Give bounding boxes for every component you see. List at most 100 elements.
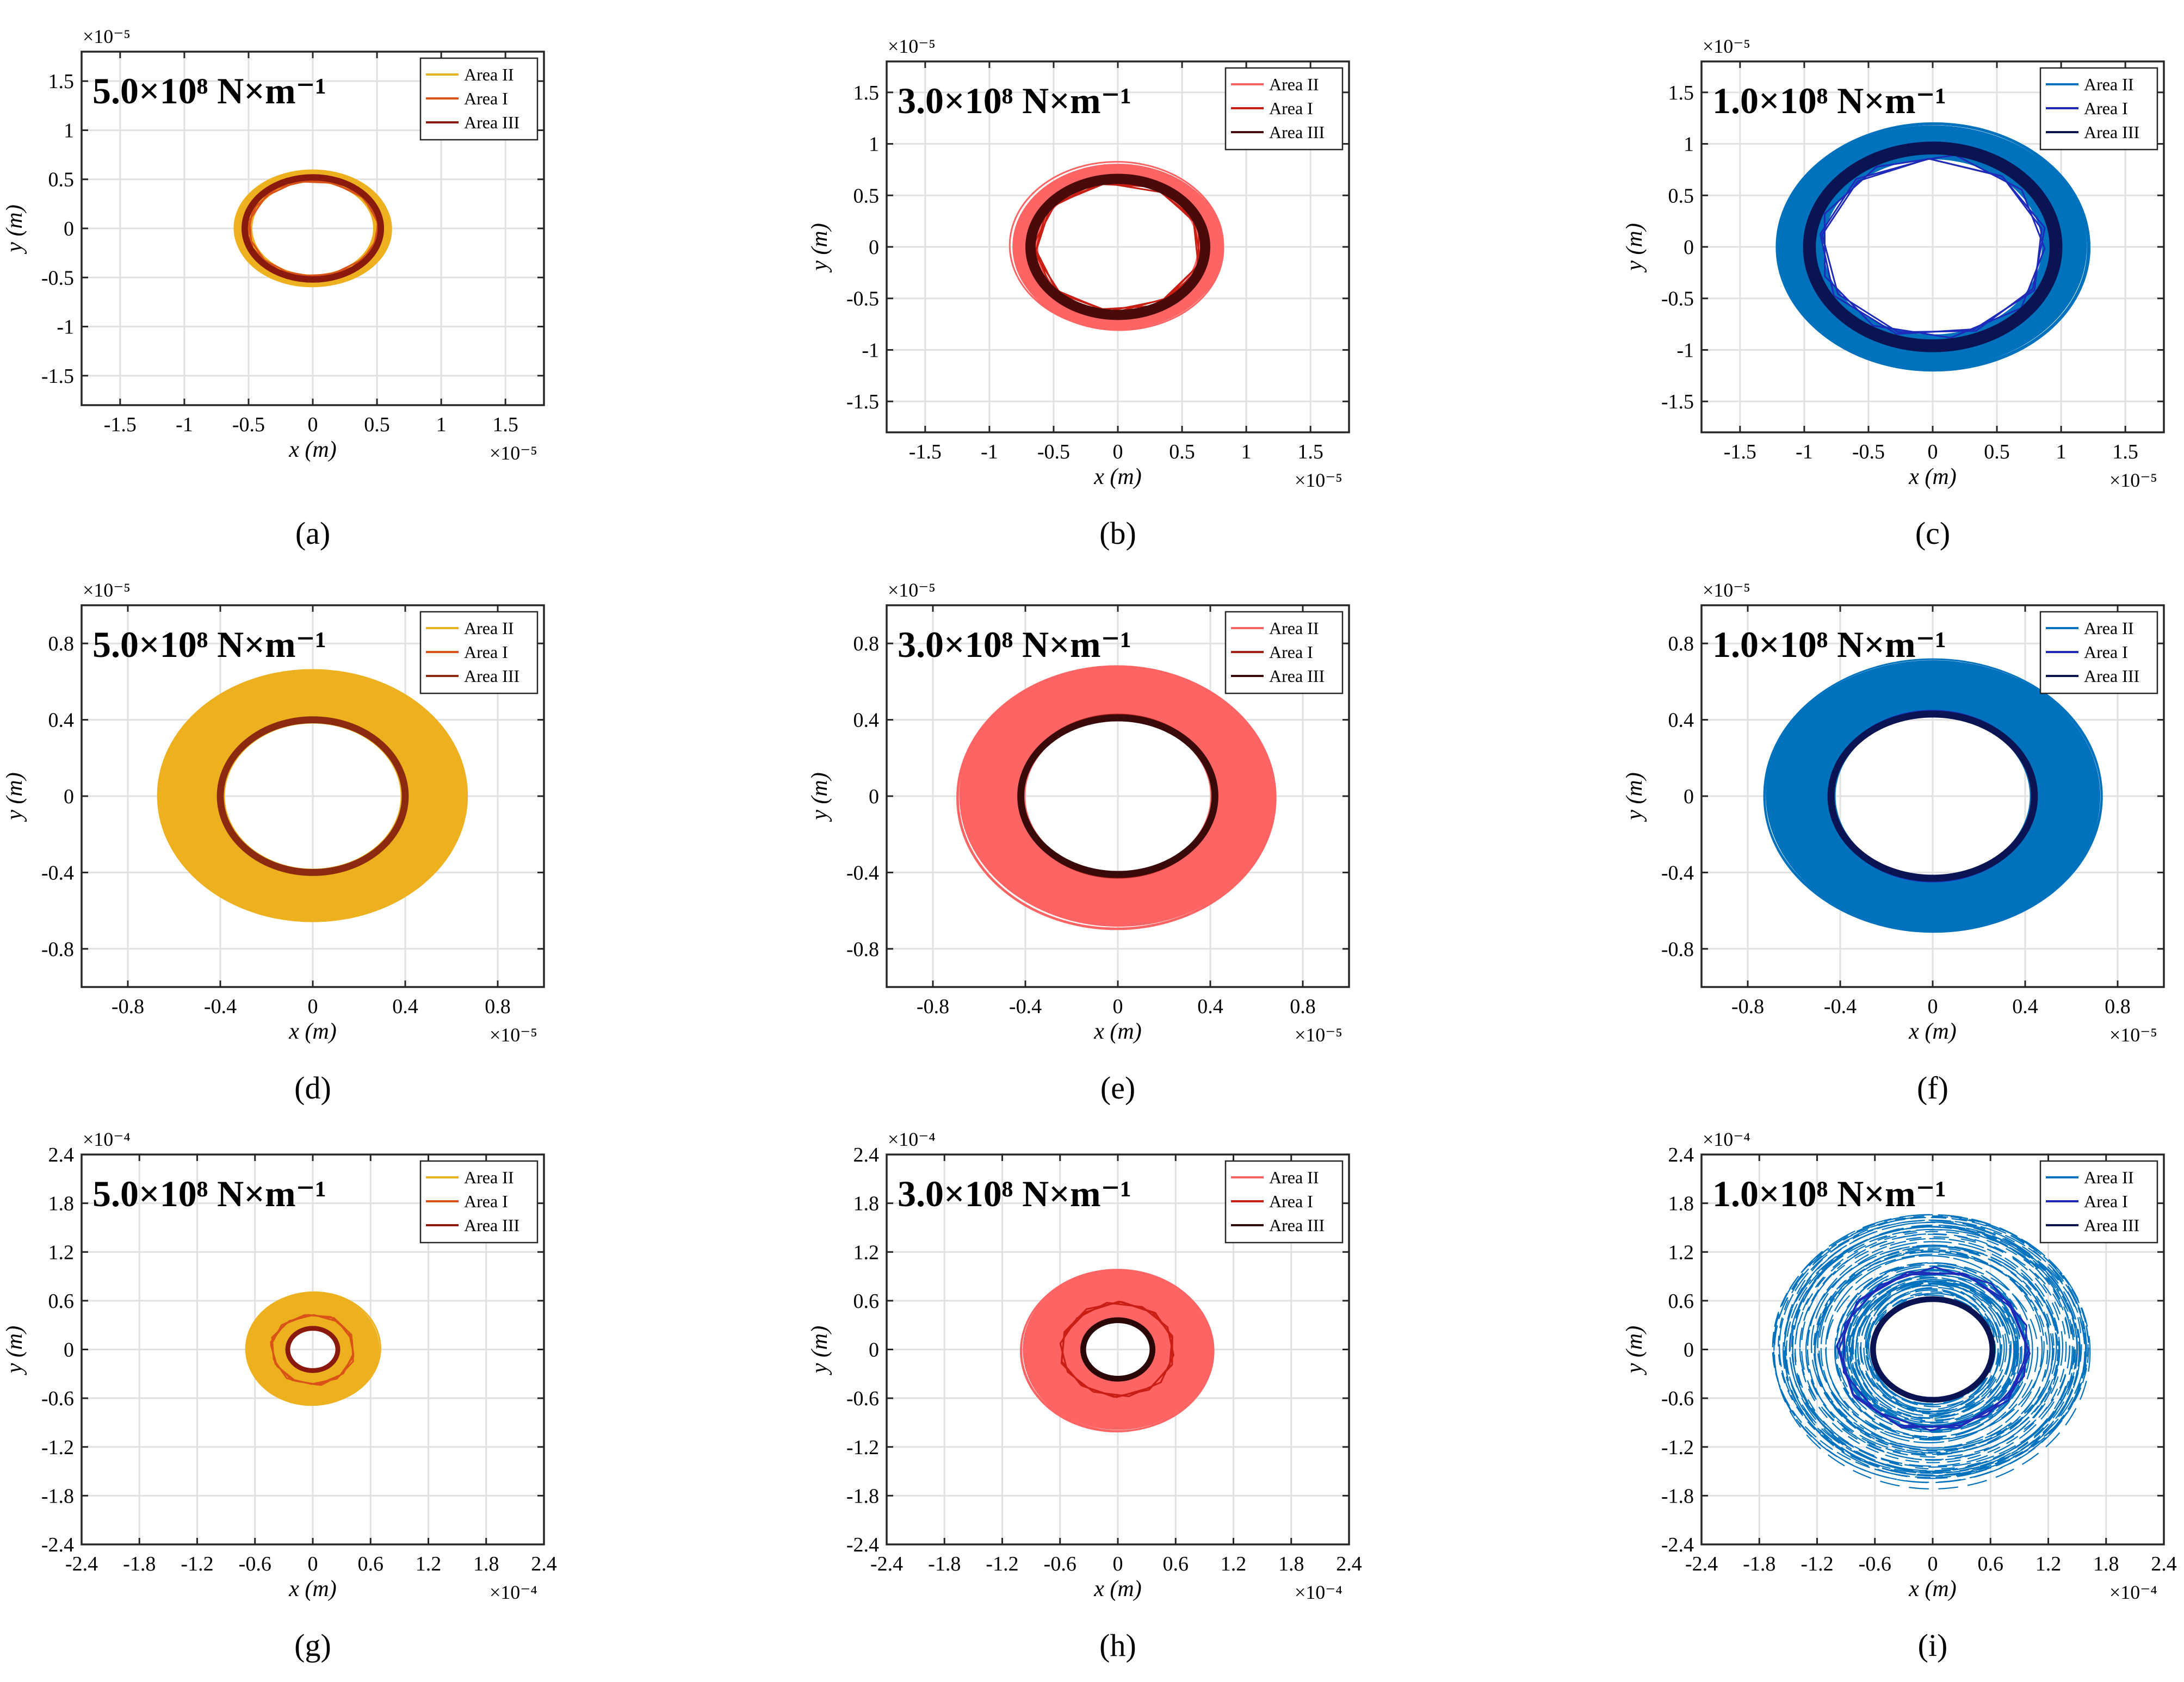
panel-h: -2.4 -1.8 -1.2 -0.6 0 0.6 1.2 1.8 2.4 -2.4 -1.8 -1.… bbox=[807, 1128, 1362, 1663]
data-marks bbox=[956, 665, 1277, 930]
y-tick-label: -1 bbox=[862, 339, 879, 362]
panel-g: -2.4 -1.8 -1.2 -0.6 0 0.6 1.2 1.8 2.4 -2.4 -1.8 -1.… bbox=[2, 1128, 557, 1663]
legend-entry: Area III bbox=[2084, 122, 2139, 142]
y-tick-label: 2.4 bbox=[1668, 1144, 1694, 1166]
y-exponent-label: ×10⁻⁴ bbox=[1703, 1128, 1750, 1150]
series-area-iii-ring bbox=[1803, 141, 2063, 352]
x-tick-label: -0.5 bbox=[232, 413, 265, 436]
series-area-iii-ring bbox=[1080, 1317, 1156, 1382]
x-tick-label: 0.4 bbox=[1197, 995, 1223, 1018]
series-area-iii-ring bbox=[1025, 173, 1211, 320]
x-tick-label: -1.2 bbox=[181, 1553, 213, 1575]
y-tick-label: -2.4 bbox=[846, 1534, 879, 1556]
y-tick-label: 0 bbox=[869, 236, 879, 259]
legend-entry: Area II bbox=[2084, 618, 2133, 638]
y-tick-label: -0.5 bbox=[41, 266, 74, 289]
legend-entry: Area III bbox=[464, 113, 519, 132]
y-axis-label: y (m) bbox=[2, 772, 27, 822]
x-tick-label: 0.5 bbox=[364, 413, 390, 436]
stiffness-label: 5.0×10⁸ N×m⁻¹ bbox=[92, 624, 326, 665]
series-area-i-path bbox=[271, 1314, 354, 1385]
y-tick-label: 0 bbox=[64, 785, 74, 808]
y-tick-label: 1 bbox=[869, 133, 879, 156]
y-tick-label: 0 bbox=[64, 1339, 74, 1362]
x-tick-label: -0.6 bbox=[239, 1553, 271, 1575]
y-tick-label: -1 bbox=[57, 316, 74, 339]
data-marks bbox=[1775, 122, 2091, 372]
series-area-ii-trace bbox=[1773, 1214, 2087, 1484]
y-tick-label: 0 bbox=[869, 1339, 879, 1362]
y-tick-label: 0.8 bbox=[48, 632, 75, 655]
stiffness-label: 5.0×10⁸ N×m⁻¹ bbox=[92, 1173, 326, 1214]
y-tick-label: 0.4 bbox=[48, 709, 75, 732]
y-tick-label: 0.6 bbox=[853, 1290, 880, 1313]
x-tick-label: 1.8 bbox=[1278, 1553, 1304, 1575]
y-tick-label: 1.5 bbox=[1668, 82, 1694, 104]
series-area-iii-ring bbox=[216, 716, 409, 876]
legend-entry: Area I bbox=[2084, 642, 2128, 662]
y-tick-label: 1 bbox=[64, 119, 74, 142]
x-tick-label: -1.8 bbox=[928, 1553, 961, 1575]
x-tick-label: 1.8 bbox=[473, 1553, 499, 1575]
legend-entry: Area III bbox=[2084, 666, 2139, 686]
series-area-iii-ring bbox=[285, 1326, 341, 1373]
legend-entry: Area II bbox=[2084, 75, 2133, 94]
legend-entry: Area III bbox=[1269, 122, 1325, 142]
y-axis-label: y (m) bbox=[807, 772, 832, 822]
x-tick-label: -2.4 bbox=[870, 1553, 903, 1575]
y-tick-label: -1.2 bbox=[846, 1436, 879, 1459]
legend-entry: Area I bbox=[464, 1191, 508, 1211]
panel-caption: (g) bbox=[294, 1628, 331, 1663]
x-exponent-label: ×10⁻⁴ bbox=[2109, 1581, 2157, 1603]
series-area-ii-trace bbox=[1851, 1279, 2018, 1426]
series-area-i-path bbox=[1823, 154, 2046, 339]
series-area-iii-ring bbox=[1827, 710, 2038, 882]
legend-entry: Area II bbox=[1269, 618, 1319, 638]
legend-entry: Area II bbox=[464, 618, 513, 638]
y-tick-label: -1.5 bbox=[1661, 390, 1694, 413]
series-area-ii-band bbox=[1766, 662, 2100, 930]
x-tick-label: -1.2 bbox=[1801, 1553, 1833, 1575]
y-tick-label: -1.2 bbox=[41, 1436, 74, 1459]
x-tick-label: -1.2 bbox=[986, 1553, 1018, 1575]
panel-caption: (c) bbox=[1915, 516, 1950, 551]
series-area-ii-trace bbox=[247, 1291, 381, 1405]
data-marks bbox=[1763, 658, 2103, 933]
series-area-ii-trace bbox=[159, 671, 467, 921]
x-tick-label: -1 bbox=[981, 440, 998, 463]
x-tick-label: 2.4 bbox=[1336, 1553, 1362, 1575]
x-tick-label: -0.6 bbox=[1044, 1553, 1076, 1575]
legend: Area II Area I Area III bbox=[1224, 67, 1344, 151]
x-tick-label: 0 bbox=[308, 413, 318, 436]
legend-entry: Area I bbox=[2084, 98, 2128, 118]
x-exponent-label: ×10⁻⁵ bbox=[2109, 469, 2157, 491]
stiffness-label: 1.0×10⁸ N×m⁻¹ bbox=[1712, 624, 1946, 665]
x-tick-label: 1.2 bbox=[1221, 1553, 1247, 1575]
panel-caption: (b) bbox=[1099, 516, 1136, 551]
x-tick-label: 1 bbox=[1241, 440, 1252, 463]
stiffness-label: 1.0×10⁸ N×m⁻¹ bbox=[1712, 1173, 1946, 1214]
x-exponent-label: ×10⁻⁵ bbox=[490, 442, 537, 464]
legend: Area II Area I Area III bbox=[2039, 67, 2158, 151]
series-area-ii-trace bbox=[1801, 1233, 2064, 1461]
y-tick-label: -1.5 bbox=[846, 390, 879, 413]
x-tick-label: 1 bbox=[436, 413, 447, 436]
y-tick-label: -0.5 bbox=[846, 288, 879, 311]
legend-entry: Area III bbox=[2084, 1215, 2139, 1235]
y-tick-label: -0.6 bbox=[846, 1387, 879, 1410]
series-area-ii-trace bbox=[957, 666, 1276, 929]
y-tick-label: 0.5 bbox=[48, 169, 75, 191]
series-area-ii-band bbox=[1023, 1270, 1212, 1429]
x-tick-label: 1.5 bbox=[492, 413, 518, 436]
legend: Area II Area I Area III bbox=[2039, 1160, 2158, 1244]
series-area-ii-trace bbox=[237, 172, 391, 287]
legend: Area II Area I Area III bbox=[419, 1160, 539, 1244]
x-axis-label: x (m) bbox=[1093, 464, 1141, 489]
panel-caption: (a) bbox=[295, 516, 330, 551]
panel-caption: (h) bbox=[1099, 1628, 1136, 1663]
x-tick-label: -0.4 bbox=[1009, 995, 1042, 1018]
series-area-ii-trace bbox=[1791, 1226, 2070, 1467]
panel-a: -1.5 -1 -0.5 0 0.5 1 1.5 -1.5 -1 -0.5 0 0.5 1 1.5 ×10⁻… bbox=[2, 26, 545, 551]
y-tick-label: 0 bbox=[64, 218, 74, 240]
